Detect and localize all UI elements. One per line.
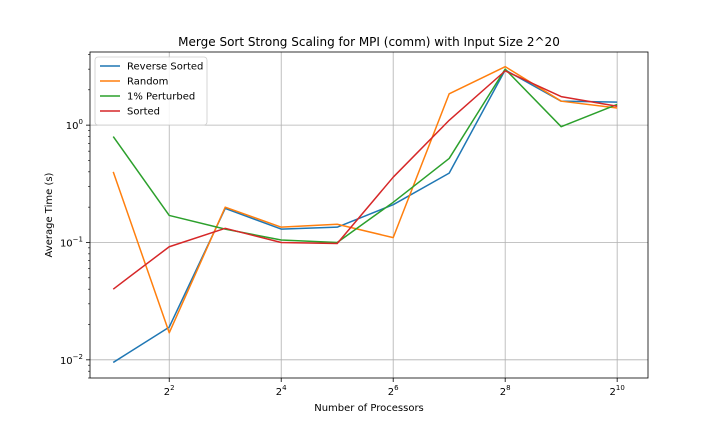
legend-label-random: Random [127, 77, 168, 88]
series-layer [112, 65, 618, 364]
y-tick-label: 10−2 [60, 353, 83, 367]
x-axis-label: Number of Processors [314, 403, 424, 414]
legend-label-reverse-sorted: Reverse Sorted [127, 62, 203, 73]
legend-box [94, 56, 208, 126]
x-tick-label: 26 [388, 384, 399, 398]
series-line-1-perturbed [112, 68, 618, 244]
x-tick-label: 24 [276, 384, 287, 398]
x-tick-label: 22 [164, 384, 175, 398]
x-tick-label: 28 [500, 384, 511, 398]
y-tick-label: 100 [66, 118, 83, 132]
plot-frame [89, 51, 649, 379]
legend: Reverse Sorted Random 1% Perturbed Sorted [94, 56, 208, 126]
x-tick-label: 210 [610, 384, 625, 398]
y-tick-label: 10−1 [60, 235, 83, 249]
legend-label-sorted: Sorted [127, 107, 160, 118]
legend-label-1-perturbed: 1% Perturbed [127, 92, 195, 103]
series-line-sorted [112, 70, 618, 290]
y-axis-label: Average Time (s) [44, 172, 55, 257]
chart-title: Merge Sort Strong Scaling for MPI (comm)… [178, 35, 560, 49]
x-axis-ticks: 22 24 26 28 210 [164, 378, 625, 398]
y-axis-ticks: 10−2 10−1 100 [60, 54, 90, 379]
series-line-reverse-sorted [112, 69, 618, 364]
